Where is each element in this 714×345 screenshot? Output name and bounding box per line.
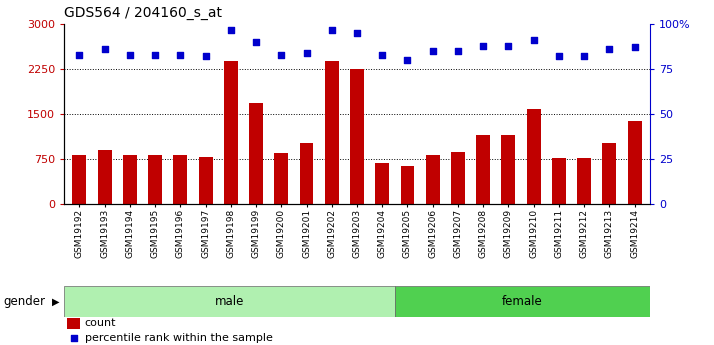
Point [175, 52, 186, 57]
Point [276, 52, 287, 57]
Point [427, 48, 438, 54]
Bar [401, 166, 414, 204]
Bar [174, 155, 187, 204]
Bar [527, 109, 540, 204]
Bar [149, 155, 162, 204]
Point [452, 48, 463, 54]
Bar [603, 142, 616, 204]
Bar [300, 142, 313, 204]
Point [478, 43, 489, 48]
Point [251, 39, 262, 45]
Point [124, 52, 136, 57]
Bar [426, 155, 440, 204]
Text: male: male [215, 295, 244, 308]
Bar [249, 103, 263, 204]
Text: percentile rank within the sample: percentile rank within the sample [85, 333, 273, 343]
Bar [577, 158, 591, 204]
Bar [501, 135, 516, 204]
Text: female: female [502, 295, 543, 308]
Point [503, 43, 514, 48]
Text: ▶: ▶ [52, 297, 60, 307]
Point [69, 335, 80, 341]
Point [553, 54, 565, 59]
Point [402, 57, 413, 63]
Point [376, 52, 388, 57]
Bar [395, 286, 650, 317]
Bar [451, 152, 465, 204]
Bar [72, 155, 86, 204]
Bar [274, 153, 288, 204]
Text: gender: gender [4, 295, 46, 308]
Bar [224, 61, 238, 204]
Point [351, 30, 363, 36]
Bar [628, 121, 642, 204]
Text: GDS564 / 204160_s_at: GDS564 / 204160_s_at [64, 6, 222, 20]
Point [301, 50, 312, 56]
Point [528, 38, 539, 43]
Bar [325, 61, 338, 204]
Point [200, 54, 211, 59]
Point [603, 47, 615, 52]
Point [326, 27, 338, 32]
Bar [198, 157, 213, 204]
Point [99, 47, 111, 52]
Bar [67, 318, 80, 329]
Point [225, 27, 236, 32]
Bar [552, 158, 565, 204]
Point [578, 54, 590, 59]
Bar [376, 163, 389, 204]
Bar [64, 286, 395, 317]
Bar [476, 135, 490, 204]
Point [74, 52, 85, 57]
Bar [123, 155, 137, 204]
Text: count: count [85, 318, 116, 328]
Bar [350, 69, 364, 204]
Bar [98, 150, 111, 204]
Point [149, 52, 161, 57]
Point [629, 45, 640, 50]
